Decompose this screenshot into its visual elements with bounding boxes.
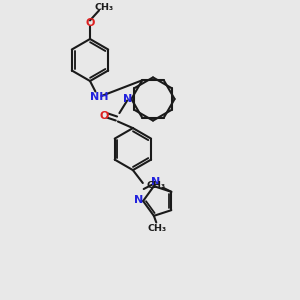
Text: CH₃: CH₃ xyxy=(148,224,167,233)
Text: N: N xyxy=(123,94,132,104)
Text: NH: NH xyxy=(90,92,108,103)
Text: CH₃: CH₃ xyxy=(147,181,166,190)
Text: N: N xyxy=(134,195,143,206)
Text: O: O xyxy=(85,17,95,28)
Text: N: N xyxy=(151,177,160,187)
Text: O: O xyxy=(99,110,109,121)
Text: CH₃: CH₃ xyxy=(95,3,114,12)
